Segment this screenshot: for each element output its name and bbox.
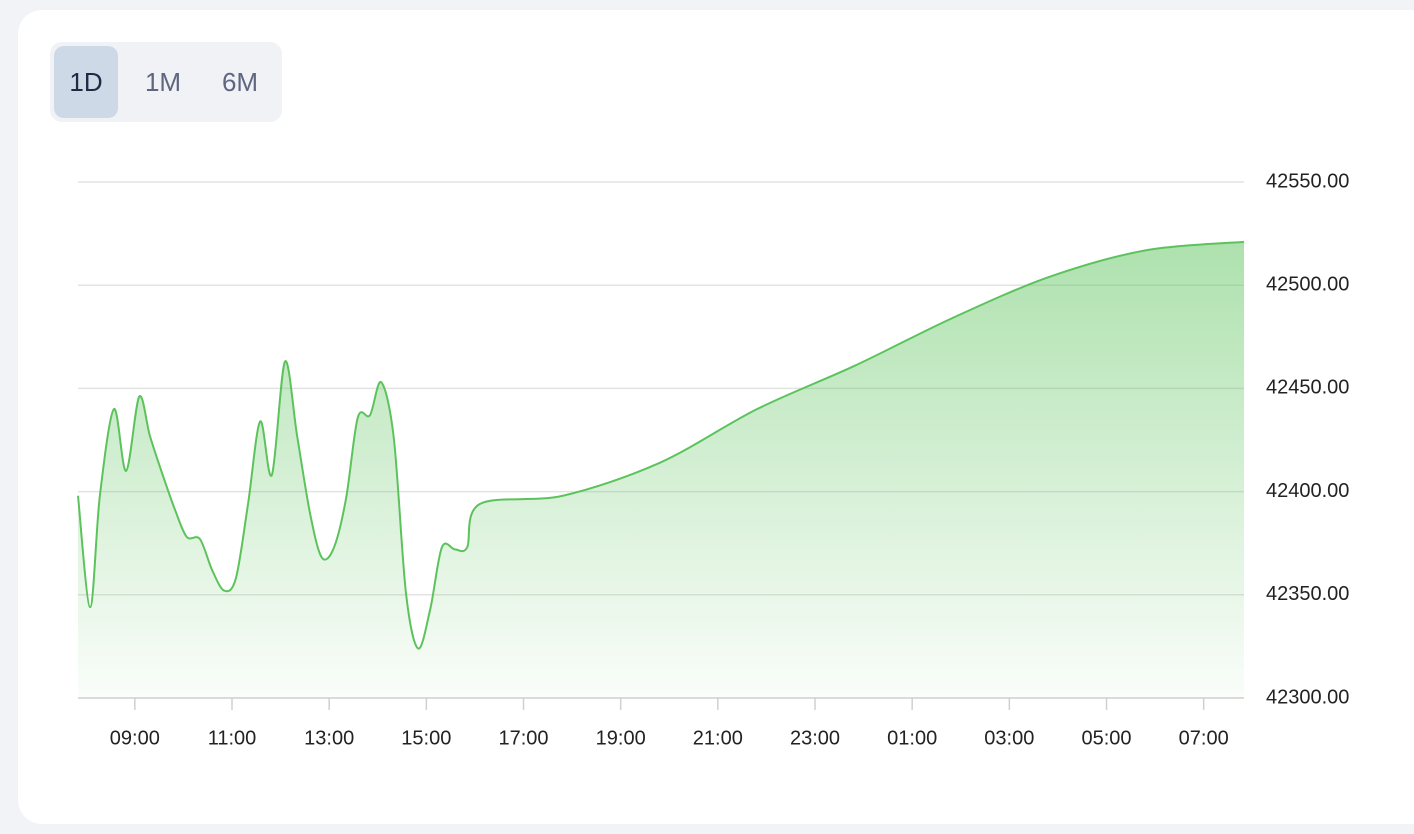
tab-bar: 1D 1M 6M — [50, 42, 282, 122]
x-tick-label: 21:00 — [693, 727, 743, 749]
y-tick-label: 42550.00 — [1266, 170, 1349, 192]
y-tick-label: 42400.00 — [1266, 480, 1349, 502]
y-tick-label: 42350.00 — [1266, 583, 1349, 605]
range-tab[interactable]: 1M — [144, 67, 182, 97]
x-tick-label: 05:00 — [1081, 727, 1131, 749]
range-tab[interactable]: 6M — [221, 67, 259, 97]
area-fill — [78, 241, 1244, 698]
x-tick-label: 01:00 — [887, 727, 937, 749]
range-tab[interactable]: 1D — [54, 46, 118, 118]
x-tick-label: 15:00 — [401, 727, 451, 749]
y-tick-label: 42300.00 — [1266, 686, 1349, 708]
y-tick-label: 42500.00 — [1266, 273, 1349, 295]
x-tick-label: 13:00 — [304, 727, 354, 749]
x-tick-label: 11:00 — [208, 727, 257, 749]
y-tick-label: 42450.00 — [1266, 377, 1349, 399]
x-tick-label: 17:00 — [498, 727, 548, 749]
x-tick-label: 19:00 — [596, 727, 646, 749]
x-tick-label: 07:00 — [1179, 727, 1229, 749]
x-tick-label: 09:00 — [110, 727, 160, 749]
price-line — [77, 240, 1245, 650]
x-tick-label: 23:00 — [790, 727, 840, 749]
x-tick-label: 03:00 — [984, 727, 1034, 749]
